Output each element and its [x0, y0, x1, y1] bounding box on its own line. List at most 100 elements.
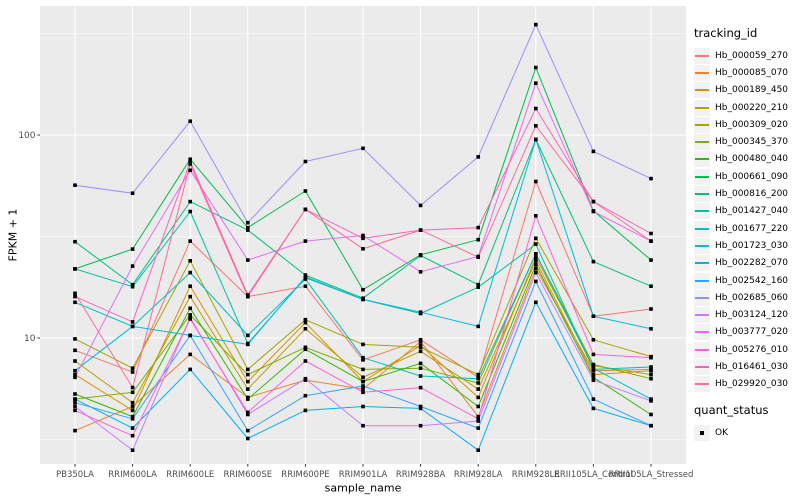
legend-entry-label: Hb_002685_060 — [715, 292, 789, 303]
data-point — [130, 264, 135, 268]
data-point — [246, 397, 250, 401]
x-tick-label: RRIM928LE — [512, 470, 560, 480]
data-point — [534, 259, 538, 263]
data-point — [361, 236, 365, 241]
data-point — [73, 300, 77, 305]
line-swatch-icon — [695, 193, 709, 196]
data-point — [130, 433, 135, 438]
data-point — [73, 359, 77, 363]
data-point — [246, 436, 250, 441]
legend-key-box — [694, 82, 710, 99]
data-point — [130, 426, 135, 430]
data-point — [418, 423, 423, 428]
line-swatch-icon — [695, 348, 709, 351]
line-swatch-icon — [695, 54, 709, 57]
data-point — [130, 414, 135, 419]
legend-entry-label: Hb_000661_090 — [715, 171, 789, 182]
legend-key-box — [694, 116, 710, 133]
data-point — [361, 287, 365, 292]
data-point — [73, 348, 77, 353]
data-point — [476, 285, 480, 289]
data-point — [303, 277, 308, 281]
data-point — [534, 236, 538, 241]
line-swatch-icon — [695, 106, 709, 109]
data-point — [649, 231, 653, 236]
data-point — [591, 366, 596, 370]
legend-key-box — [694, 341, 710, 358]
legend-entry-Hb_000816_200: Hb_000816_200 — [694, 185, 800, 203]
legend-entry-label: Hb_000059_270 — [715, 50, 789, 61]
legend-key-box — [694, 186, 710, 203]
point-swatch-icon — [700, 430, 704, 435]
data-point — [303, 239, 308, 243]
data-point — [303, 189, 308, 193]
data-point — [303, 207, 308, 212]
data-point — [649, 397, 653, 401]
data-point — [591, 209, 596, 214]
data-point — [130, 408, 135, 413]
data-point — [361, 390, 365, 395]
data-point — [649, 284, 653, 288]
data-point — [246, 258, 250, 262]
data-point — [476, 381, 480, 385]
legend-key-box — [694, 255, 710, 272]
data-point — [476, 155, 480, 159]
data-point — [534, 270, 538, 275]
data-point — [188, 239, 192, 243]
data-point — [418, 345, 423, 350]
data-point — [188, 159, 192, 164]
data-point — [418, 406, 423, 411]
legend-entry-Hb_000480_040: Hb_000480_040 — [694, 151, 800, 168]
legend-key-box — [694, 289, 710, 306]
data-point — [188, 199, 192, 204]
legend-entry-Hb_016461_030: Hb_016461_030 — [694, 358, 800, 375]
data-point — [188, 157, 192, 161]
legend-entry-label: Hb_000480_040 — [715, 154, 789, 165]
legend-key-box — [694, 203, 710, 220]
data-point — [591, 338, 596, 342]
legend-entry-Hb_000661_090: Hb_000661_090 — [694, 168, 800, 185]
data-point — [188, 333, 192, 338]
data-point — [73, 337, 77, 341]
data-point — [476, 324, 480, 329]
line-swatch-icon — [695, 383, 709, 386]
data-point — [188, 270, 192, 275]
data-point — [303, 393, 308, 398]
data-point — [130, 282, 135, 287]
data-point — [246, 412, 250, 417]
data-point — [130, 404, 135, 409]
data-point — [534, 22, 538, 27]
y-tick-label: 10 — [24, 334, 36, 344]
data-point — [246, 410, 250, 415]
data-point — [418, 228, 423, 232]
legend-entry-Hb_000189_450: Hb_000189_450 — [694, 82, 800, 99]
data-point — [361, 367, 365, 372]
data-point — [73, 404, 77, 409]
legend-key-box — [694, 64, 710, 81]
data-point — [130, 247, 135, 251]
line-swatch-icon — [695, 210, 709, 213]
data-point — [649, 176, 653, 181]
data-point — [303, 273, 308, 277]
data-point — [73, 428, 77, 433]
data-point — [476, 282, 480, 287]
data-point — [73, 372, 77, 377]
data-point — [534, 137, 538, 142]
data-point — [649, 355, 653, 360]
legend-entry-label: Hb_005276_010 — [715, 344, 789, 355]
legend-entry-label: Hb_001677_220 — [715, 223, 789, 234]
data-point — [649, 258, 653, 262]
legend: tracking_id Hb_000059_270 Hb_000085_070 Hb… — [694, 26, 800, 441]
x-tick-label: RRIM600SE — [223, 470, 272, 480]
data-point — [246, 225, 250, 230]
legend-entry-Hb_002685_060: Hb_002685_060 — [694, 289, 800, 306]
data-point — [188, 168, 192, 173]
legend-key-box — [694, 307, 710, 324]
y-tick-label: 100 — [18, 131, 35, 141]
data-point — [246, 428, 250, 433]
data-point — [591, 199, 596, 204]
data-point — [73, 375, 77, 380]
data-point — [649, 327, 653, 331]
